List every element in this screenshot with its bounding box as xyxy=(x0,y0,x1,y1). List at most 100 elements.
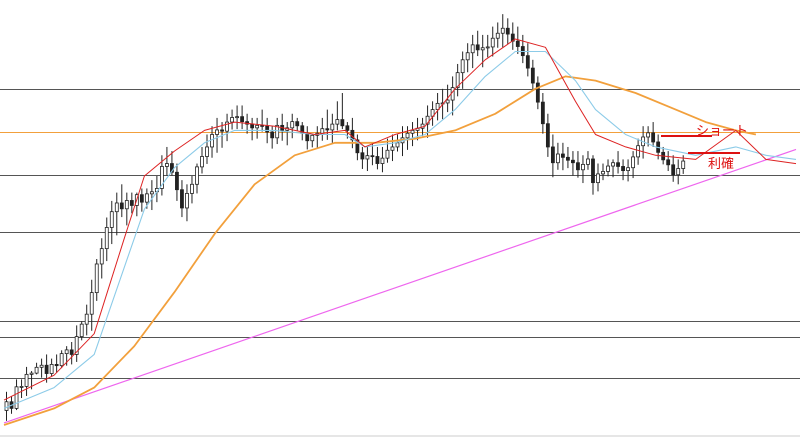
trade-marks: ショート 利確 xyxy=(661,124,748,172)
candle xyxy=(330,113,335,143)
candle-body xyxy=(621,166,625,172)
candle-body xyxy=(215,129,219,135)
candle xyxy=(180,180,184,218)
candle-body xyxy=(576,162,580,171)
candle-body xyxy=(165,163,169,167)
candle-body xyxy=(235,116,239,119)
candle-body xyxy=(475,44,480,51)
candle-body xyxy=(636,145,641,158)
candle-body xyxy=(250,123,255,129)
candle xyxy=(375,146,380,170)
candle xyxy=(555,142,560,170)
candle-body xyxy=(295,121,300,127)
candle-body xyxy=(39,364,44,368)
candle xyxy=(646,126,651,147)
candle xyxy=(14,379,19,411)
candle-body xyxy=(124,200,129,210)
candle xyxy=(360,146,365,169)
candle xyxy=(540,93,545,134)
candle xyxy=(460,51,465,89)
candle-body xyxy=(129,200,134,206)
candle-body xyxy=(375,156,380,164)
candle xyxy=(465,43,470,73)
candle xyxy=(175,163,179,201)
candle-body xyxy=(49,364,54,374)
candle-body xyxy=(330,123,335,131)
candle-body xyxy=(335,119,340,125)
candle-body xyxy=(435,102,440,110)
candle xyxy=(124,192,129,226)
candle-body xyxy=(606,165,610,172)
candle xyxy=(470,34,475,69)
candle xyxy=(49,358,54,377)
candle-body xyxy=(205,146,209,157)
candle xyxy=(671,155,676,182)
candle xyxy=(79,321,84,341)
candle-body xyxy=(460,59,465,74)
trendline xyxy=(3,148,797,424)
candle-body xyxy=(79,323,84,338)
candle xyxy=(530,59,535,90)
candle-body xyxy=(631,156,635,169)
candle xyxy=(596,163,600,192)
candle-body xyxy=(230,117,234,123)
candle-body xyxy=(185,193,189,209)
candle-body xyxy=(410,129,415,134)
candle-body xyxy=(54,364,59,367)
candle-body xyxy=(109,211,114,228)
candle-body xyxy=(265,125,270,133)
candle xyxy=(225,113,229,142)
candle-body xyxy=(495,32,500,39)
candle-body xyxy=(380,157,385,164)
candle-body xyxy=(44,364,49,374)
candle-body xyxy=(470,44,475,54)
candle xyxy=(475,30,480,57)
candle xyxy=(485,34,490,58)
candle xyxy=(190,176,194,204)
mid-ma-line xyxy=(3,50,797,409)
candle xyxy=(385,138,390,163)
candle-body xyxy=(490,37,495,48)
candle-body xyxy=(290,121,295,129)
candle xyxy=(340,93,345,130)
candle xyxy=(621,159,625,181)
candle-body xyxy=(14,386,19,409)
candle-body xyxy=(84,313,89,325)
candle xyxy=(114,192,119,236)
candle-body xyxy=(99,248,104,265)
candle-body xyxy=(666,159,671,166)
candle xyxy=(139,188,144,212)
candle xyxy=(230,109,234,130)
candle xyxy=(550,134,555,178)
candle xyxy=(515,26,520,54)
candle-body xyxy=(220,129,224,132)
candle xyxy=(335,101,340,131)
candle-body xyxy=(540,101,545,125)
candle xyxy=(405,126,410,150)
candle xyxy=(240,105,245,130)
candle-body xyxy=(525,55,530,69)
candle-body xyxy=(480,47,485,51)
candle-body xyxy=(310,134,315,142)
candle-body xyxy=(671,164,676,176)
candle xyxy=(195,163,199,194)
candle xyxy=(500,14,505,48)
candle xyxy=(676,159,681,185)
candle xyxy=(380,146,385,173)
candle-body xyxy=(149,191,154,195)
candle xyxy=(44,354,49,383)
candle xyxy=(525,43,530,77)
short-ma-line xyxy=(3,38,797,401)
candle xyxy=(505,18,510,45)
candle-body xyxy=(395,142,400,148)
candle-body xyxy=(405,132,410,139)
candle-body xyxy=(195,166,199,185)
candle xyxy=(129,192,134,214)
candle xyxy=(561,142,565,171)
candle xyxy=(651,122,656,147)
candle-body xyxy=(119,202,124,210)
candle xyxy=(295,117,300,131)
candle-body xyxy=(74,336,79,355)
